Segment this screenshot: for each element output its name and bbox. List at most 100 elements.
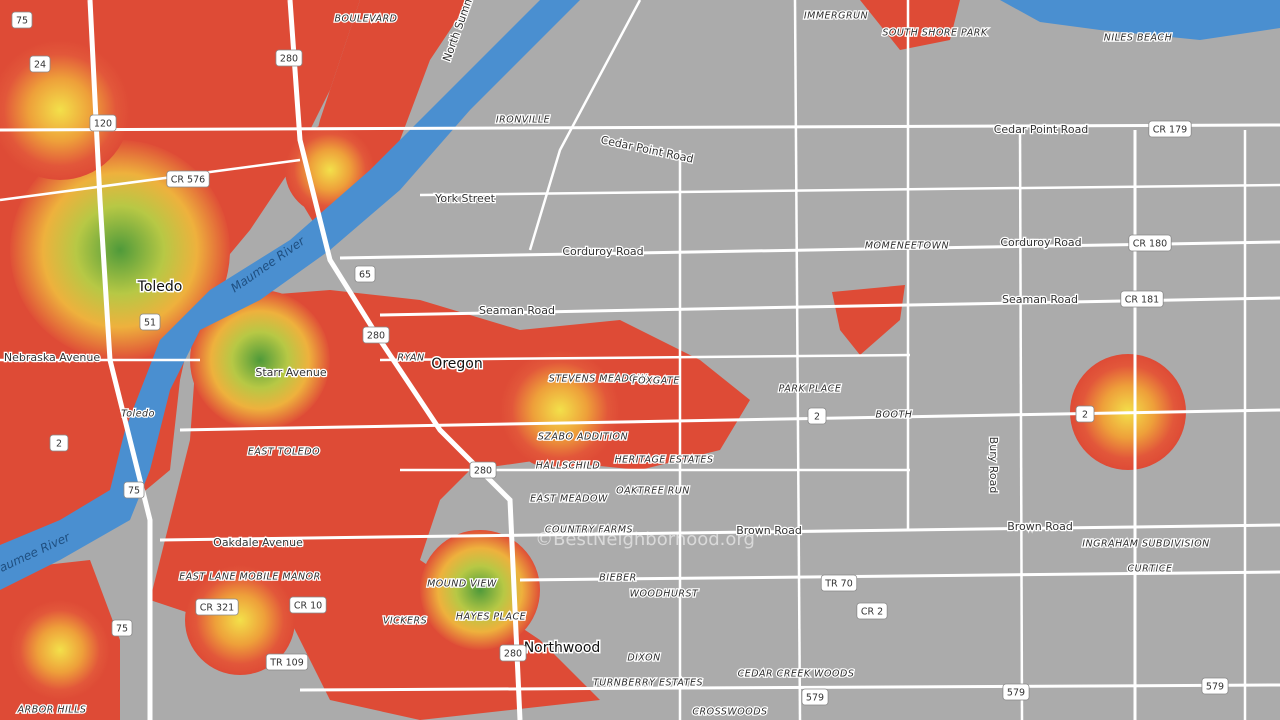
road — [339, 240, 1280, 260]
road-shield: 2 — [1075, 405, 1095, 423]
heat-area — [500, 350, 620, 470]
shield-box — [195, 598, 239, 616]
road-shield: CR 321 — [195, 598, 239, 616]
shield-box — [1201, 677, 1229, 695]
city-label: Oregon — [431, 356, 482, 372]
heat-area — [420, 530, 540, 650]
road-label: Brown Road — [1007, 520, 1073, 533]
road — [793, 0, 802, 720]
shield-box — [265, 653, 309, 671]
heat-area — [190, 290, 330, 430]
road-shield: 2 — [49, 434, 69, 452]
shield-box — [29, 55, 51, 73]
road — [1018, 129, 1024, 720]
road-label: York Street — [434, 192, 495, 205]
shield-label: 579 — [806, 693, 824, 704]
place-label: PARK PLACE — [779, 384, 842, 395]
shield-box — [469, 461, 497, 479]
shield-box — [1002, 683, 1030, 701]
heat-area — [185, 565, 295, 675]
shield-box — [275, 49, 303, 67]
place-label: COUNTRY FARMS — [545, 525, 633, 536]
place-label: DIXON — [627, 653, 660, 664]
shield-label: CR 180 — [1133, 239, 1167, 250]
shield-label: 75 — [116, 624, 128, 635]
road-shield: CR 179 — [1148, 120, 1192, 138]
road-label: Starr Avenue — [255, 366, 326, 379]
road — [419, 183, 1280, 197]
shield-label: 2 — [56, 439, 62, 450]
river — [0, 0, 580, 590]
place-label: HAYES PLACE — [456, 612, 526, 623]
shield-label: 2 — [1082, 410, 1088, 421]
place-label: TURNBERRY ESTATES — [593, 678, 703, 689]
road-shield: CR 181 — [1120, 290, 1164, 308]
place-label: RYAN — [397, 353, 424, 364]
shield-box — [807, 407, 827, 425]
road-shield: 280 — [469, 461, 497, 479]
road-shield: 2 — [807, 407, 827, 425]
place-label: BOULEVARD — [334, 14, 397, 25]
shield-box — [289, 596, 327, 614]
place-label: NILES BEACH — [1104, 33, 1173, 44]
place-label: IMMERGRUN — [804, 11, 868, 22]
shield-box — [354, 265, 376, 283]
shield-label: 120 — [94, 119, 112, 130]
city-label: Toledo — [137, 279, 183, 295]
shield-box — [1120, 290, 1164, 308]
place-label: SOUTH SHORE PARK — [882, 28, 988, 39]
road-shield: CR 2 — [856, 602, 888, 620]
shield-box — [856, 602, 888, 620]
place-label: HALLSCHILD — [536, 461, 600, 472]
shield-box — [362, 326, 390, 344]
road — [0, 158, 301, 202]
road-shield: 280 — [499, 644, 527, 662]
road-shield: CR 10 — [289, 596, 327, 614]
road-shield: 75 — [123, 481, 145, 499]
road — [528, 0, 642, 251]
shield-label: 24 — [34, 60, 46, 71]
shield-label: TR 109 — [269, 658, 304, 669]
road-shield: 120 — [89, 114, 117, 132]
road-shield: 75 — [11, 11, 33, 29]
place-label: MOMENEETOWN — [865, 241, 949, 252]
road-label: Seaman Road — [1002, 293, 1078, 306]
road — [179, 408, 1280, 432]
place-label: VICKERS — [383, 616, 427, 627]
road-shield: 280 — [275, 49, 303, 67]
road-label: Cedar Point Road — [994, 123, 1089, 136]
heat-area — [832, 285, 905, 355]
shield-label: 65 — [359, 270, 371, 281]
city-label: Northwood — [524, 640, 601, 656]
place-label: BOOTH — [876, 410, 913, 421]
shield-label: CR 321 — [200, 603, 234, 614]
shield-box — [166, 170, 210, 188]
place-label: STEVENS MEADOW — [549, 374, 647, 385]
place-label: MOUND VIEW — [427, 579, 497, 590]
road — [379, 353, 911, 362]
shield-box — [499, 644, 527, 662]
road-shield: 280 — [362, 326, 390, 344]
shield-box — [1128, 234, 1172, 252]
shield-label: 51 — [144, 318, 156, 329]
place-label: ARBOR HILLS — [17, 705, 87, 716]
shield-label: CR 181 — [1125, 295, 1159, 306]
place-label: INGRAHAM SUBDIVISION — [1082, 539, 1210, 550]
place-label: Toledo — [121, 409, 155, 420]
shield-label: CR 2 — [861, 607, 883, 618]
place-label: CROSSWOODS — [692, 707, 767, 718]
place-label: IRONVILLE — [496, 115, 550, 126]
road-shield: 579 — [801, 688, 829, 706]
watermark: ©BestNeighborhood.org — [535, 529, 755, 550]
place-label: EAST MEADOW — [530, 494, 608, 505]
shield-box — [89, 114, 117, 132]
place-label: OAKTREE RUN — [616, 486, 690, 497]
heat-area — [860, 0, 960, 50]
road-shield: 51 — [139, 313, 161, 331]
shield-box — [11, 11, 33, 29]
road-shield: 65 — [354, 265, 376, 283]
road-shield: 75 — [111, 619, 133, 637]
road-label: Oakdale Avenue — [213, 536, 303, 549]
